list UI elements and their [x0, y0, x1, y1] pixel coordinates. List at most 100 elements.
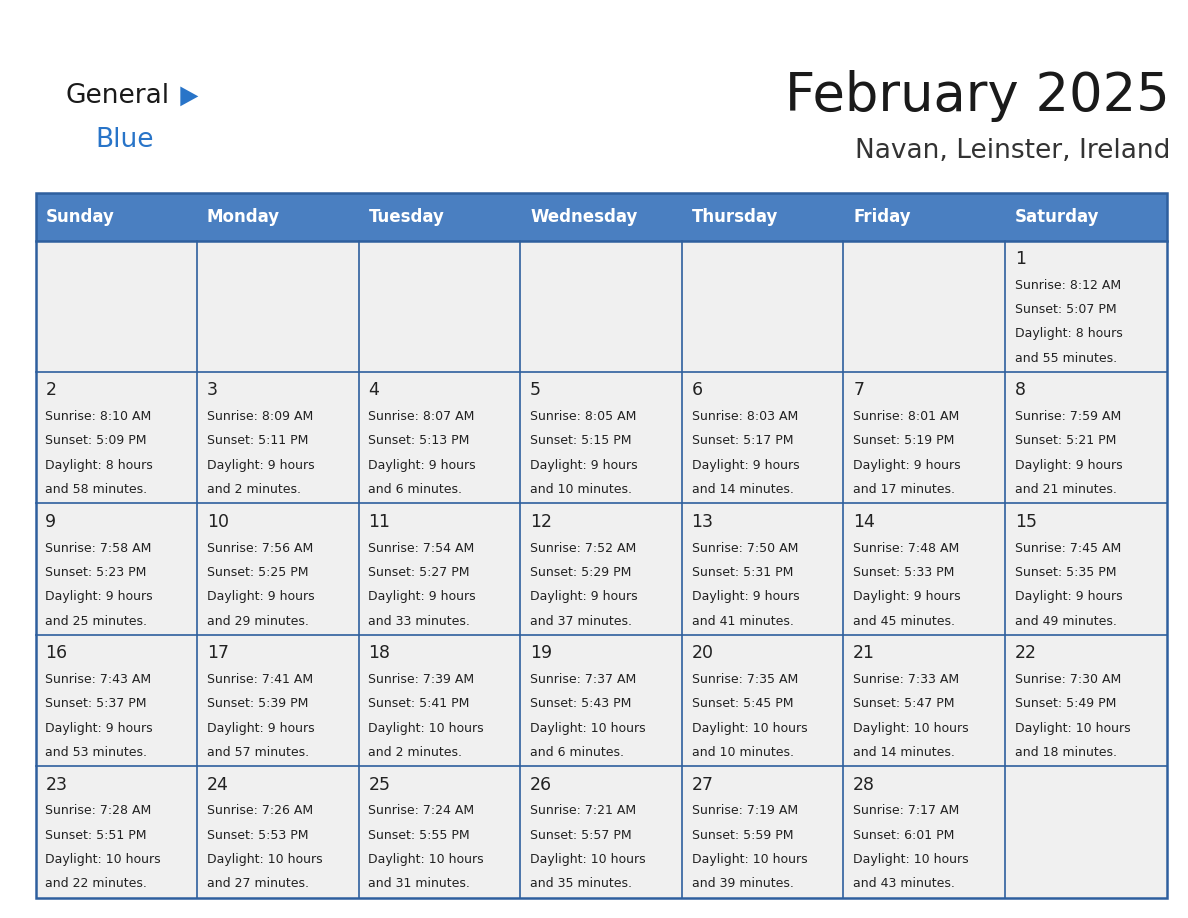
- Text: Saturday: Saturday: [1015, 207, 1099, 226]
- Bar: [1005, 767, 1167, 898]
- Text: and 37 minutes.: and 37 minutes.: [530, 614, 632, 628]
- Text: and 10 minutes.: and 10 minutes.: [691, 746, 794, 759]
- Bar: [682, 635, 843, 767]
- Text: and 17 minutes.: and 17 minutes.: [853, 483, 955, 496]
- Text: Daylight: 9 hours: Daylight: 9 hours: [207, 722, 315, 734]
- Bar: [843, 635, 1005, 767]
- Text: Sunset: 5:13 PM: Sunset: 5:13 PM: [368, 434, 469, 447]
- Text: Daylight: 10 hours: Daylight: 10 hours: [853, 722, 968, 734]
- Text: and 39 minutes.: and 39 minutes.: [691, 878, 794, 890]
- Text: Sunrise: 7:43 AM: Sunrise: 7:43 AM: [45, 673, 151, 686]
- Text: Blue: Blue: [95, 127, 153, 152]
- Bar: [36, 372, 197, 503]
- Text: Wednesday: Wednesday: [530, 207, 638, 226]
- Text: Sunset: 5:51 PM: Sunset: 5:51 PM: [45, 829, 147, 842]
- Text: Sunset: 5:41 PM: Sunset: 5:41 PM: [368, 698, 469, 711]
- Bar: [36, 503, 197, 635]
- Text: and 35 minutes.: and 35 minutes.: [530, 878, 632, 890]
- Text: 1: 1: [1015, 250, 1025, 268]
- Bar: [843, 372, 1005, 503]
- Text: 2: 2: [45, 381, 56, 399]
- Text: 8: 8: [1015, 381, 1025, 399]
- Text: Sunrise: 7:54 AM: Sunrise: 7:54 AM: [368, 542, 475, 554]
- Bar: [36, 635, 197, 767]
- Text: Sunset: 5:09 PM: Sunset: 5:09 PM: [45, 434, 147, 447]
- Text: Daylight: 9 hours: Daylight: 9 hours: [853, 590, 961, 603]
- Text: 4: 4: [368, 381, 379, 399]
- Text: 11: 11: [368, 512, 391, 531]
- Text: 7: 7: [853, 381, 864, 399]
- Text: Sunrise: 7:58 AM: Sunrise: 7:58 AM: [45, 542, 152, 554]
- Text: Sunrise: 8:12 AM: Sunrise: 8:12 AM: [1015, 279, 1120, 292]
- Text: 17: 17: [207, 644, 229, 662]
- Bar: [1005, 193, 1167, 241]
- Text: Sunrise: 7:30 AM: Sunrise: 7:30 AM: [1015, 673, 1121, 686]
- Text: Sunset: 5:39 PM: Sunset: 5:39 PM: [207, 698, 308, 711]
- Bar: [197, 767, 359, 898]
- Bar: [843, 193, 1005, 241]
- Bar: [520, 503, 682, 635]
- Text: and 45 minutes.: and 45 minutes.: [853, 614, 955, 628]
- Text: 12: 12: [530, 512, 552, 531]
- Text: and 2 minutes.: and 2 minutes.: [207, 483, 301, 496]
- Bar: [1005, 503, 1167, 635]
- Text: Daylight: 8 hours: Daylight: 8 hours: [1015, 328, 1123, 341]
- Text: Sunrise: 7:50 AM: Sunrise: 7:50 AM: [691, 542, 798, 554]
- Text: 19: 19: [530, 644, 552, 662]
- Text: and 31 minutes.: and 31 minutes.: [368, 878, 470, 890]
- Text: 18: 18: [368, 644, 391, 662]
- Bar: [36, 193, 1167, 898]
- Text: Daylight: 9 hours: Daylight: 9 hours: [1015, 459, 1123, 472]
- Text: Sunset: 5:29 PM: Sunset: 5:29 PM: [530, 565, 631, 579]
- Text: 27: 27: [691, 776, 714, 793]
- Text: 6: 6: [691, 381, 703, 399]
- Text: Sunrise: 7:45 AM: Sunrise: 7:45 AM: [1015, 542, 1121, 554]
- Text: Daylight: 10 hours: Daylight: 10 hours: [853, 853, 968, 866]
- Text: 16: 16: [45, 644, 68, 662]
- Text: Sunset: 5:19 PM: Sunset: 5:19 PM: [853, 434, 954, 447]
- Text: Daylight: 9 hours: Daylight: 9 hours: [530, 459, 638, 472]
- Text: 15: 15: [1015, 512, 1037, 531]
- Text: Sunrise: 7:26 AM: Sunrise: 7:26 AM: [207, 804, 312, 817]
- Text: Daylight: 10 hours: Daylight: 10 hours: [530, 853, 645, 866]
- Text: Sunset: 5:37 PM: Sunset: 5:37 PM: [45, 698, 147, 711]
- Bar: [843, 767, 1005, 898]
- Text: Sunset: 5:31 PM: Sunset: 5:31 PM: [691, 565, 792, 579]
- Text: 13: 13: [691, 512, 714, 531]
- Text: Sunrise: 7:24 AM: Sunrise: 7:24 AM: [368, 804, 474, 817]
- Bar: [843, 503, 1005, 635]
- Text: Daylight: 9 hours: Daylight: 9 hours: [368, 459, 476, 472]
- Bar: [1005, 241, 1167, 372]
- Bar: [520, 767, 682, 898]
- Bar: [359, 503, 520, 635]
- Text: 5: 5: [530, 381, 541, 399]
- Bar: [520, 635, 682, 767]
- Text: Sunrise: 8:07 AM: Sunrise: 8:07 AM: [368, 410, 475, 423]
- Text: Daylight: 10 hours: Daylight: 10 hours: [368, 853, 484, 866]
- Text: 24: 24: [207, 776, 229, 793]
- Text: Daylight: 10 hours: Daylight: 10 hours: [45, 853, 160, 866]
- Text: 28: 28: [853, 776, 876, 793]
- Polygon shape: [181, 86, 198, 106]
- Text: Sunset: 5:11 PM: Sunset: 5:11 PM: [207, 434, 308, 447]
- Text: Daylight: 9 hours: Daylight: 9 hours: [45, 722, 153, 734]
- Bar: [682, 372, 843, 503]
- Text: 3: 3: [207, 381, 217, 399]
- Bar: [1005, 372, 1167, 503]
- Bar: [359, 767, 520, 898]
- Text: Sunrise: 7:28 AM: Sunrise: 7:28 AM: [45, 804, 152, 817]
- Text: February 2025: February 2025: [785, 71, 1170, 122]
- Text: Sunrise: 8:01 AM: Sunrise: 8:01 AM: [853, 410, 960, 423]
- Text: Sunrise: 7:59 AM: Sunrise: 7:59 AM: [1015, 410, 1121, 423]
- Text: Sunrise: 7:41 AM: Sunrise: 7:41 AM: [207, 673, 312, 686]
- Bar: [197, 372, 359, 503]
- Text: Sunset: 5:23 PM: Sunset: 5:23 PM: [45, 565, 146, 579]
- Bar: [197, 241, 359, 372]
- Text: Sunset: 5:27 PM: Sunset: 5:27 PM: [368, 565, 470, 579]
- Text: 25: 25: [368, 776, 391, 793]
- Text: Sunset: 5:43 PM: Sunset: 5:43 PM: [530, 698, 631, 711]
- Bar: [520, 241, 682, 372]
- Text: 22: 22: [1015, 644, 1037, 662]
- Text: Sunrise: 7:52 AM: Sunrise: 7:52 AM: [530, 542, 637, 554]
- Text: and 2 minutes.: and 2 minutes.: [368, 746, 462, 759]
